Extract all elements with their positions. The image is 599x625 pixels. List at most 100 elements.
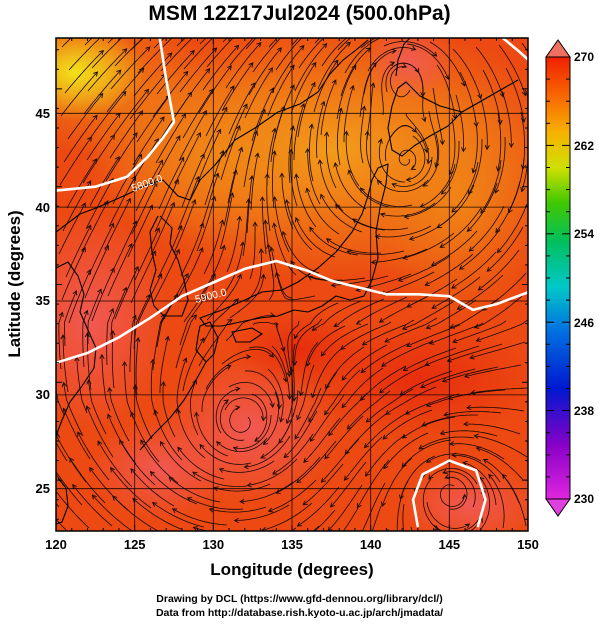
streamline [177,409,206,459]
streamline-arrow [424,281,430,286]
streamline-arrow [98,49,104,56]
streamline [321,38,348,67]
streamline [64,50,104,94]
streamline [451,161,479,213]
streamline [479,477,490,531]
streamline-arrow [284,198,290,205]
streamline-arrow [501,473,507,480]
streamline-arrow [439,243,445,248]
streamline [306,325,346,367]
streamline [76,357,88,414]
streamline-arrow [77,431,82,437]
streamline-arrow [361,340,368,346]
streamline [422,478,439,530]
streamline-arrow [253,130,259,136]
streamline-arrow [307,275,313,281]
streamline [439,484,466,507]
streamline-arrow [30,486,34,491]
streamline-arrow [40,411,44,416]
streamline-arrow [426,458,432,463]
streamline-arrow [242,544,246,548]
streamline [106,308,114,366]
streamline [379,363,430,394]
streamline-arrow [497,119,503,126]
streamline-arrow [363,443,370,449]
y-axis-title: Latitude (degrees) [5,210,24,357]
streamline [292,343,296,402]
streamline [482,69,501,125]
streamline [222,38,228,43]
streamline-arrow [81,246,86,253]
streamline [381,61,395,116]
streamline [362,482,386,531]
streamline-arrow [112,495,118,501]
streamline-arrow [352,218,358,224]
streamline-arrow [130,411,136,417]
streamline-arrow [270,552,275,556]
height-contours [56,38,528,528]
streamline-arrow [385,410,391,415]
streamline-arrow [132,132,138,138]
streamline [302,463,344,506]
streamline-arrow [264,23,269,27]
streamline [469,341,526,359]
streamline [86,113,121,161]
streamline [61,247,86,301]
streamline [260,412,295,459]
streamline-arrow [451,207,457,213]
streamline [128,138,159,189]
streamline-arrow [402,366,409,371]
streamline [107,243,133,297]
streamline-arrow [271,127,277,134]
streamline [228,382,274,408]
streamline-arrow [294,434,300,440]
streamline [216,437,268,453]
streamline [357,459,390,508]
contour-line [411,459,487,528]
streamline [320,79,337,136]
streamline-arrow [91,494,97,500]
streamline [268,38,278,48]
streamline-arrow [235,125,241,131]
streamline-arrow [494,188,500,194]
streamline [77,431,110,481]
streamline-arrow [408,235,415,241]
streamline [87,333,92,391]
streamline-arrow [360,368,366,374]
streamline [245,38,257,50]
streamline-arrow [160,380,166,387]
streamline [62,180,92,232]
streamline [321,438,360,483]
streamline-arrow [440,189,447,195]
streamline-arrow [309,27,314,31]
streamline [56,473,64,485]
streamline [162,381,176,438]
streamline-arrow [323,131,330,137]
coastlines [56,38,519,525]
streamline-arrow [171,508,178,514]
streamline [175,314,197,369]
streamline [444,411,502,416]
streamline-arrow [302,500,308,506]
streamline-arrow [349,84,355,91]
streamline [105,132,138,182]
colorbar-tick-label: 238 [574,404,594,418]
streamline [341,344,388,381]
streamline-arrow [361,105,367,111]
streamline-arrow [144,88,150,94]
streamline [129,315,137,372]
streamline [213,483,271,492]
streamline-arrow [289,84,295,90]
streamline [90,91,127,138]
streamline [196,196,216,252]
streamline [81,200,109,253]
streamline-arrow [97,440,103,446]
streamline-arrow [86,180,92,186]
coastline-shikoku [231,327,263,343]
streamline [159,336,169,393]
streamline [340,321,392,350]
map-title: MSM 12Z17Jul2024 (500.0hPa) [148,2,451,25]
streamline [364,411,410,448]
streamline-arrow [268,67,274,73]
streamline-arrow [283,10,288,14]
